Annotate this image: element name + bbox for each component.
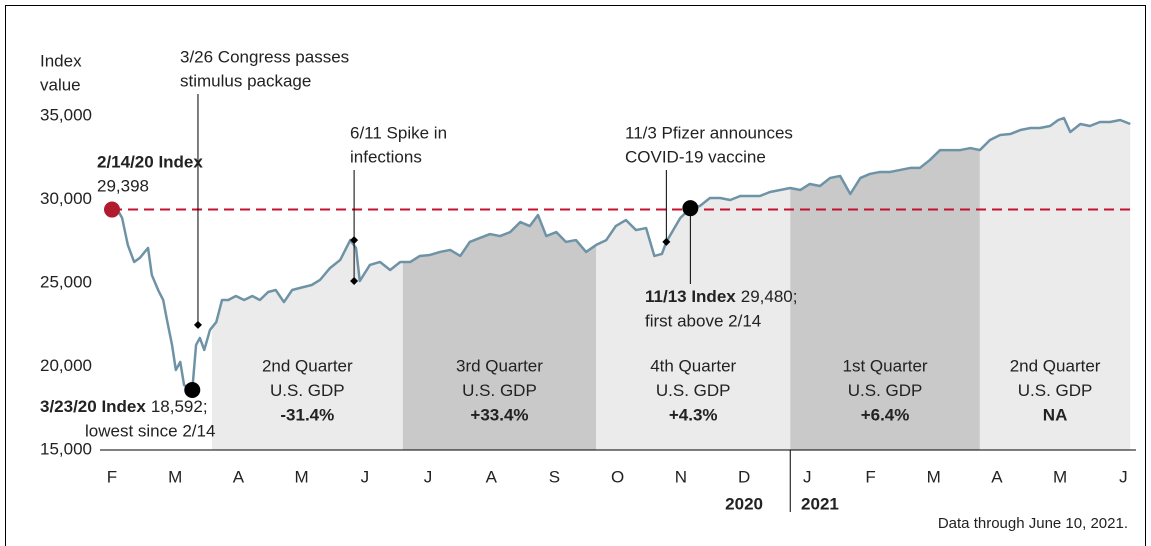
x-tick-label: M — [168, 467, 182, 486]
highlight-label: 2/14/20 Index — [97, 152, 203, 171]
highlight-note: lowest since 2/14 — [85, 421, 215, 440]
event-label: 3/26 Congress passes — [180, 47, 349, 66]
x-tick-label: A — [991, 467, 1003, 486]
quarter-label: 4th Quarter — [650, 356, 736, 375]
quarter-label: 1st Quarter — [843, 356, 928, 375]
event-label: infections — [350, 147, 422, 166]
highlight-label: 11/13 Index 29,480; — [645, 287, 797, 306]
event-marker — [193, 320, 202, 329]
year-label: 2020 — [725, 494, 763, 513]
highlight-point — [104, 201, 120, 218]
quarter-label: NA — [1043, 405, 1068, 424]
quarter-label: +6.4% — [861, 405, 910, 424]
y-tick-label: 25,000 — [40, 272, 92, 291]
index-line — [111, 116, 1131, 392]
frame — [5, 5, 1146, 546]
highlight-point — [184, 382, 201, 399]
quarter-label: U.S. GDP — [656, 381, 731, 400]
year-label: 2021 — [801, 494, 839, 513]
quarter-label: U.S. GDP — [848, 381, 923, 400]
event-label: COVID-19 vaccine — [625, 147, 766, 166]
highlight-point — [682, 200, 699, 217]
event-marker — [350, 276, 359, 285]
y-tick-label: 15,000 — [40, 439, 92, 458]
quarter-band — [979, 118, 1131, 450]
event-label: stimulus package — [180, 71, 311, 90]
y-tick-label: 30,000 — [40, 189, 92, 208]
y-axis-title: value — [40, 75, 81, 94]
quarter-label: -31.4% — [280, 405, 334, 424]
highlight-note: first above 2/14 — [645, 311, 761, 330]
x-tick-label: F — [107, 467, 117, 486]
footnote: Data through June 10, 2021. — [938, 515, 1128, 532]
event-marker — [662, 237, 671, 246]
event-label: 6/11 Spike in — [350, 123, 447, 142]
highlight-title: 11/13 Index — [645, 287, 736, 306]
x-tick-label: J — [1119, 467, 1128, 486]
x-tick-label: M — [295, 467, 309, 486]
quarter-label: U.S. GDP — [270, 381, 345, 400]
quarter-label: U.S. GDP — [1018, 381, 1093, 400]
x-tick-label: J — [424, 467, 433, 486]
highlight-value: 29,398 — [97, 176, 149, 195]
x-tick-label: D — [738, 467, 750, 486]
y-axis-title: Index — [40, 51, 82, 70]
x-tick-label: J — [361, 467, 370, 486]
highlight-value: 18,592; — [151, 397, 208, 416]
quarter-label: 2nd Quarter — [262, 356, 353, 375]
quarter-label: U.S. GDP — [462, 381, 537, 400]
quarter-label: +33.4% — [470, 405, 528, 424]
y-tick-label: 35,000 — [40, 105, 92, 124]
quarter-label: +4.3% — [669, 405, 718, 424]
x-tick-label: S — [549, 467, 560, 486]
x-tick-label: F — [865, 467, 875, 486]
x-tick-label: J — [803, 467, 812, 486]
x-tick-label: N — [675, 467, 687, 486]
quarter-label: 3rd Quarter — [456, 356, 543, 375]
x-tick-label: A — [486, 467, 498, 486]
highlight-title: 3/23/20 Index — [40, 397, 146, 416]
event-label: 11/3 Pfizer announces — [625, 123, 793, 142]
x-tick-label: M — [1053, 467, 1067, 486]
x-tick-label: O — [611, 467, 624, 486]
x-tick-label: A — [233, 467, 245, 486]
highlight-value: 29,480; — [741, 287, 798, 306]
event-marker — [350, 236, 359, 245]
quarter-label: 2nd Quarter — [1010, 356, 1101, 375]
x-tick-label: M — [927, 467, 941, 486]
highlight-label: 3/23/20 Index 18,592; — [40, 397, 208, 416]
y-tick-label: 20,000 — [40, 356, 92, 375]
